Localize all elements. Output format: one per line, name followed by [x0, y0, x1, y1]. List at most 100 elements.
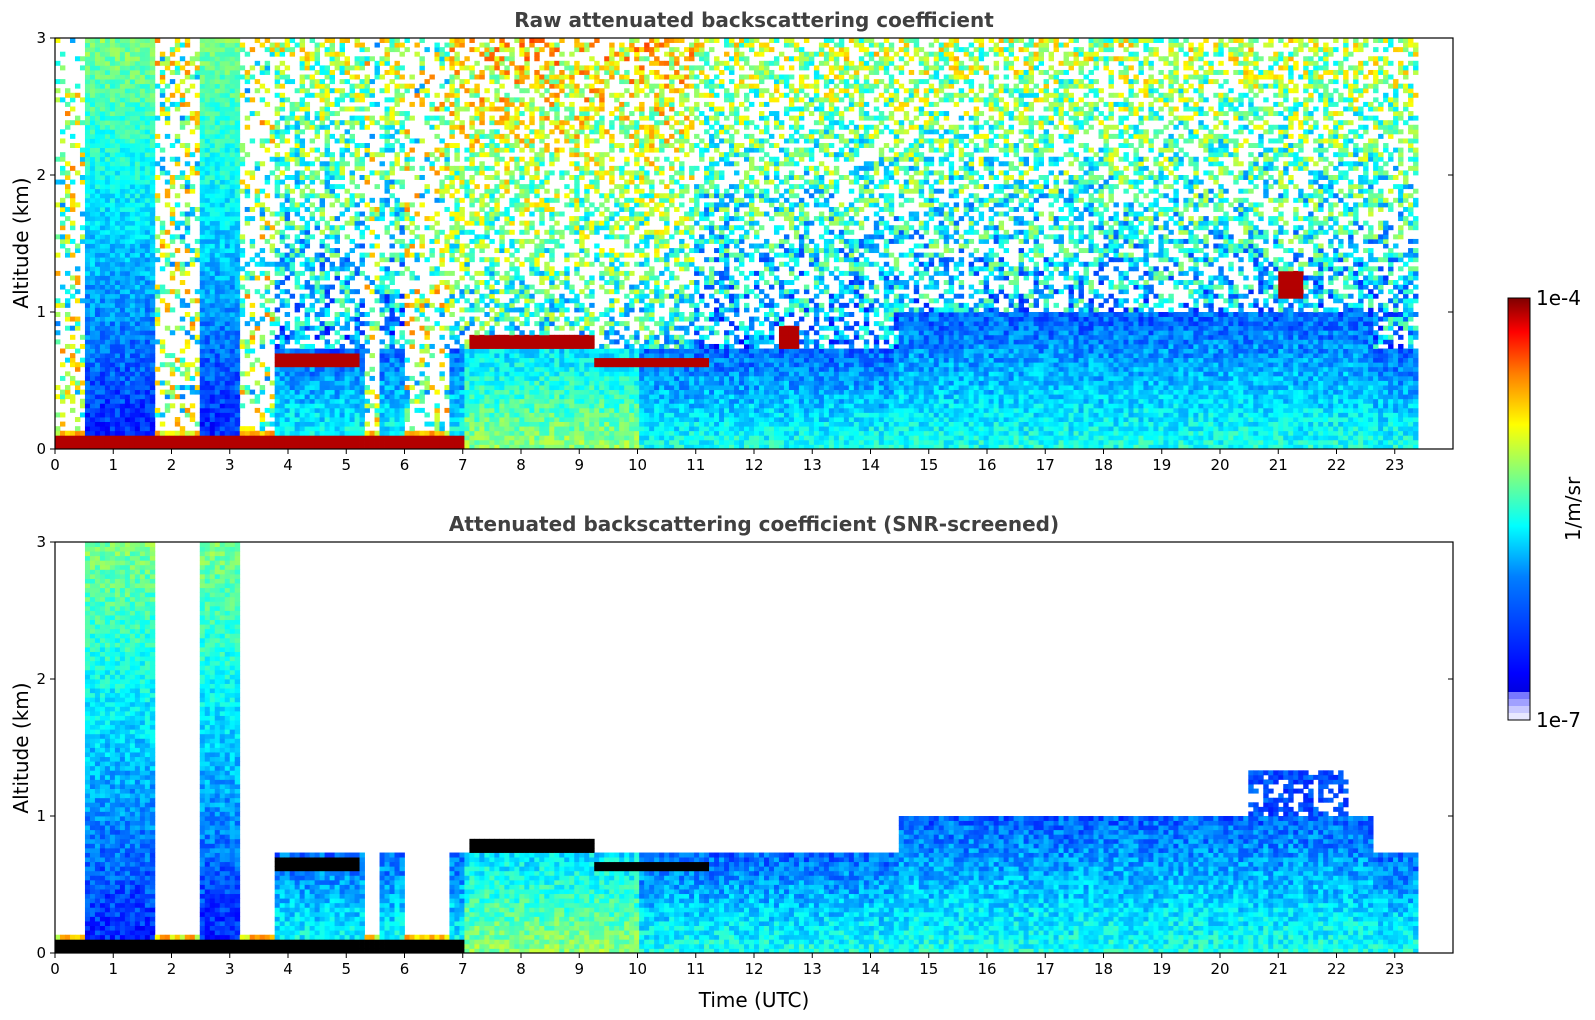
heatmap-cell	[439, 252, 445, 258]
heatmap-cell	[309, 439, 316, 445]
heatmap-cell	[99, 51, 106, 57]
heatmap-cell	[399, 252, 405, 258]
heatmap-cell	[304, 152, 311, 158]
heatmap-cell	[474, 439, 480, 445]
heatmap-cell	[119, 193, 126, 199]
heatmap-cell	[454, 202, 460, 208]
heatmap-cell	[389, 412, 395, 418]
heatmap-cell	[124, 74, 131, 80]
heatmap-cell	[179, 298, 186, 304]
heatmap-cell	[299, 325, 306, 331]
heatmap-cell	[459, 385, 465, 391]
heatmap-cell	[114, 60, 121, 66]
heatmap-cell	[169, 156, 176, 162]
heatmap-cell	[469, 74, 475, 80]
heatmap-cell	[109, 325, 116, 331]
heatmap-cell	[229, 60, 236, 66]
heatmap-cell	[324, 175, 330, 180]
heatmap-cell	[299, 101, 306, 107]
heatmap-cell	[99, 156, 106, 162]
heatmap-cell	[334, 435, 340, 441]
heatmap-cell	[89, 216, 96, 222]
heatmap-cell	[384, 371, 390, 377]
heatmap-cell	[304, 257, 311, 263]
heatmap-cell	[444, 280, 450, 285]
heatmap-cell	[134, 161, 141, 167]
heatmap-cell	[114, 248, 121, 254]
heatmap-cell	[419, 83, 425, 89]
heatmap-cell	[289, 389, 296, 395]
heatmap-cell	[354, 407, 360, 413]
heatmap-cell	[169, 51, 176, 57]
heatmap-cell	[349, 439, 355, 445]
heatmap-cell	[154, 161, 161, 167]
heatmap-cell	[69, 444, 76, 449]
heatmap-cell	[114, 197, 121, 203]
heatmap-cell	[84, 175, 91, 180]
heatmap-cell	[304, 65, 311, 71]
heatmap-cell	[444, 147, 450, 153]
heatmap-cell	[454, 156, 460, 162]
heatmap-cell	[219, 156, 226, 162]
heatmap-cell	[124, 83, 131, 89]
heatmap-cell	[329, 193, 335, 199]
heatmap-cell	[89, 101, 96, 107]
heatmap-cell	[269, 312, 276, 317]
heatmap-cell	[89, 115, 96, 121]
heatmap-cell	[344, 366, 350, 372]
heatmap-cell	[84, 330, 91, 336]
heatmap-cell	[384, 106, 390, 112]
heatmap-cell	[384, 307, 390, 313]
heatmap-cell	[229, 156, 236, 162]
heatmap-cell	[239, 42, 246, 48]
heatmap-cell	[409, 115, 415, 121]
heatmap-cell	[444, 188, 450, 194]
heatmap-cell	[314, 47, 321, 53]
heatmap-cell	[184, 216, 191, 222]
heatmap-cell	[69, 316, 76, 322]
heatmap-cell	[329, 165, 335, 171]
heatmap-cell	[329, 79, 335, 85]
heatmap-cell	[64, 161, 71, 167]
heatmap-cell	[459, 407, 465, 413]
heatmap-cell	[159, 156, 166, 162]
heatmap-cell	[214, 69, 221, 75]
heatmap-cell	[274, 120, 281, 126]
heatmap-cell	[394, 439, 400, 445]
heatmap-cell	[284, 129, 291, 135]
heatmap-cell	[244, 348, 251, 354]
heatmap-cell	[324, 312, 330, 317]
heatmap-cell	[104, 375, 111, 381]
heatmap-cell	[194, 115, 201, 121]
heatmap-cell	[209, 170, 216, 176]
heatmap-cell	[219, 257, 226, 263]
heatmap-cell	[439, 120, 445, 126]
heatmap-cell	[94, 111, 101, 117]
heatmap-cell	[84, 51, 91, 57]
heatmap-cell	[139, 321, 146, 327]
heatmap-cell	[419, 138, 425, 144]
heatmap-cell	[164, 106, 171, 112]
heatmap-cell	[389, 398, 395, 404]
heatmap-cell	[344, 60, 350, 66]
heatmap-cell	[464, 375, 470, 381]
heatmap-cell	[129, 97, 136, 103]
heatmap-cell	[324, 143, 330, 148]
heatmap-cell	[454, 394, 460, 400]
heatmap-cell	[204, 362, 211, 368]
heatmap-cell	[349, 316, 355, 322]
heatmap-cell	[209, 389, 216, 395]
heatmap-cell	[234, 417, 241, 422]
heatmap-cell	[464, 165, 470, 171]
heatmap-cell	[259, 362, 266, 368]
heatmap-cell	[214, 280, 221, 285]
heatmap-cell	[89, 339, 96, 345]
heatmap-cell	[144, 302, 151, 308]
heatmap-cell	[149, 312, 156, 317]
heatmap-cell	[329, 421, 335, 427]
heatmap-cell	[414, 302, 420, 308]
heatmap-cell	[294, 42, 301, 48]
heatmap-cell	[254, 252, 261, 258]
heatmap-cell	[94, 165, 101, 171]
heatmap-cell	[324, 165, 330, 171]
